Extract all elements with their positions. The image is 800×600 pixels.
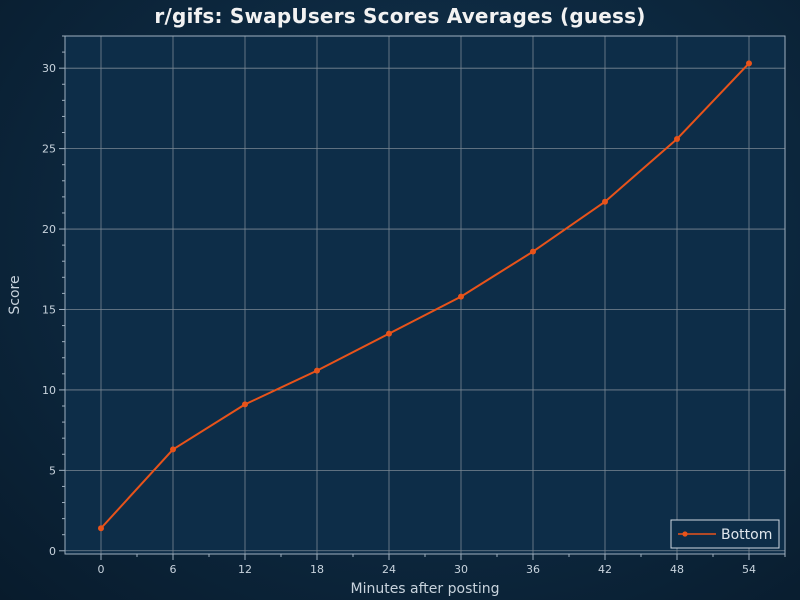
y-tick-label: 0 bbox=[49, 545, 56, 558]
x-tick-label: 36 bbox=[526, 563, 540, 576]
x-tick-label: 6 bbox=[170, 563, 177, 576]
data-point bbox=[98, 525, 104, 532]
x-tick-label: 0 bbox=[98, 563, 105, 576]
data-point bbox=[674, 135, 680, 142]
data-point bbox=[314, 367, 320, 374]
y-tick-label: 20 bbox=[42, 223, 56, 236]
y-tick-label: 25 bbox=[42, 143, 56, 156]
data-point bbox=[170, 446, 176, 453]
x-tick-label: 42 bbox=[598, 563, 612, 576]
y-tick-label: 15 bbox=[42, 303, 56, 316]
x-tick-label: 24 bbox=[382, 563, 396, 576]
x-tick-label: 30 bbox=[454, 563, 468, 576]
x-tick-label: 54 bbox=[742, 563, 756, 576]
data-point bbox=[530, 248, 536, 255]
legend-label: Bottom bbox=[721, 527, 772, 543]
x-tick-label: 48 bbox=[670, 563, 684, 576]
data-point bbox=[242, 401, 248, 408]
plot-area bbox=[65, 36, 785, 554]
y-tick-label: 10 bbox=[42, 384, 56, 397]
data-point bbox=[746, 60, 752, 67]
y-tick-label: 5 bbox=[49, 464, 56, 477]
series-line bbox=[100, 62, 750, 529]
legend-marker bbox=[682, 531, 688, 537]
y-tick-label: 30 bbox=[42, 62, 56, 75]
data-point bbox=[458, 293, 464, 300]
chart-title: r/gifs: SwapUsers Scores Averages (guess… bbox=[154, 4, 646, 28]
x-tick-label: 12 bbox=[238, 563, 252, 576]
data-point bbox=[386, 330, 392, 337]
data-point bbox=[602, 198, 608, 205]
y-axis-label: Score bbox=[7, 275, 23, 314]
x-axis-label: Minutes after posting bbox=[350, 581, 499, 597]
x-tick-label: 18 bbox=[310, 563, 324, 576]
